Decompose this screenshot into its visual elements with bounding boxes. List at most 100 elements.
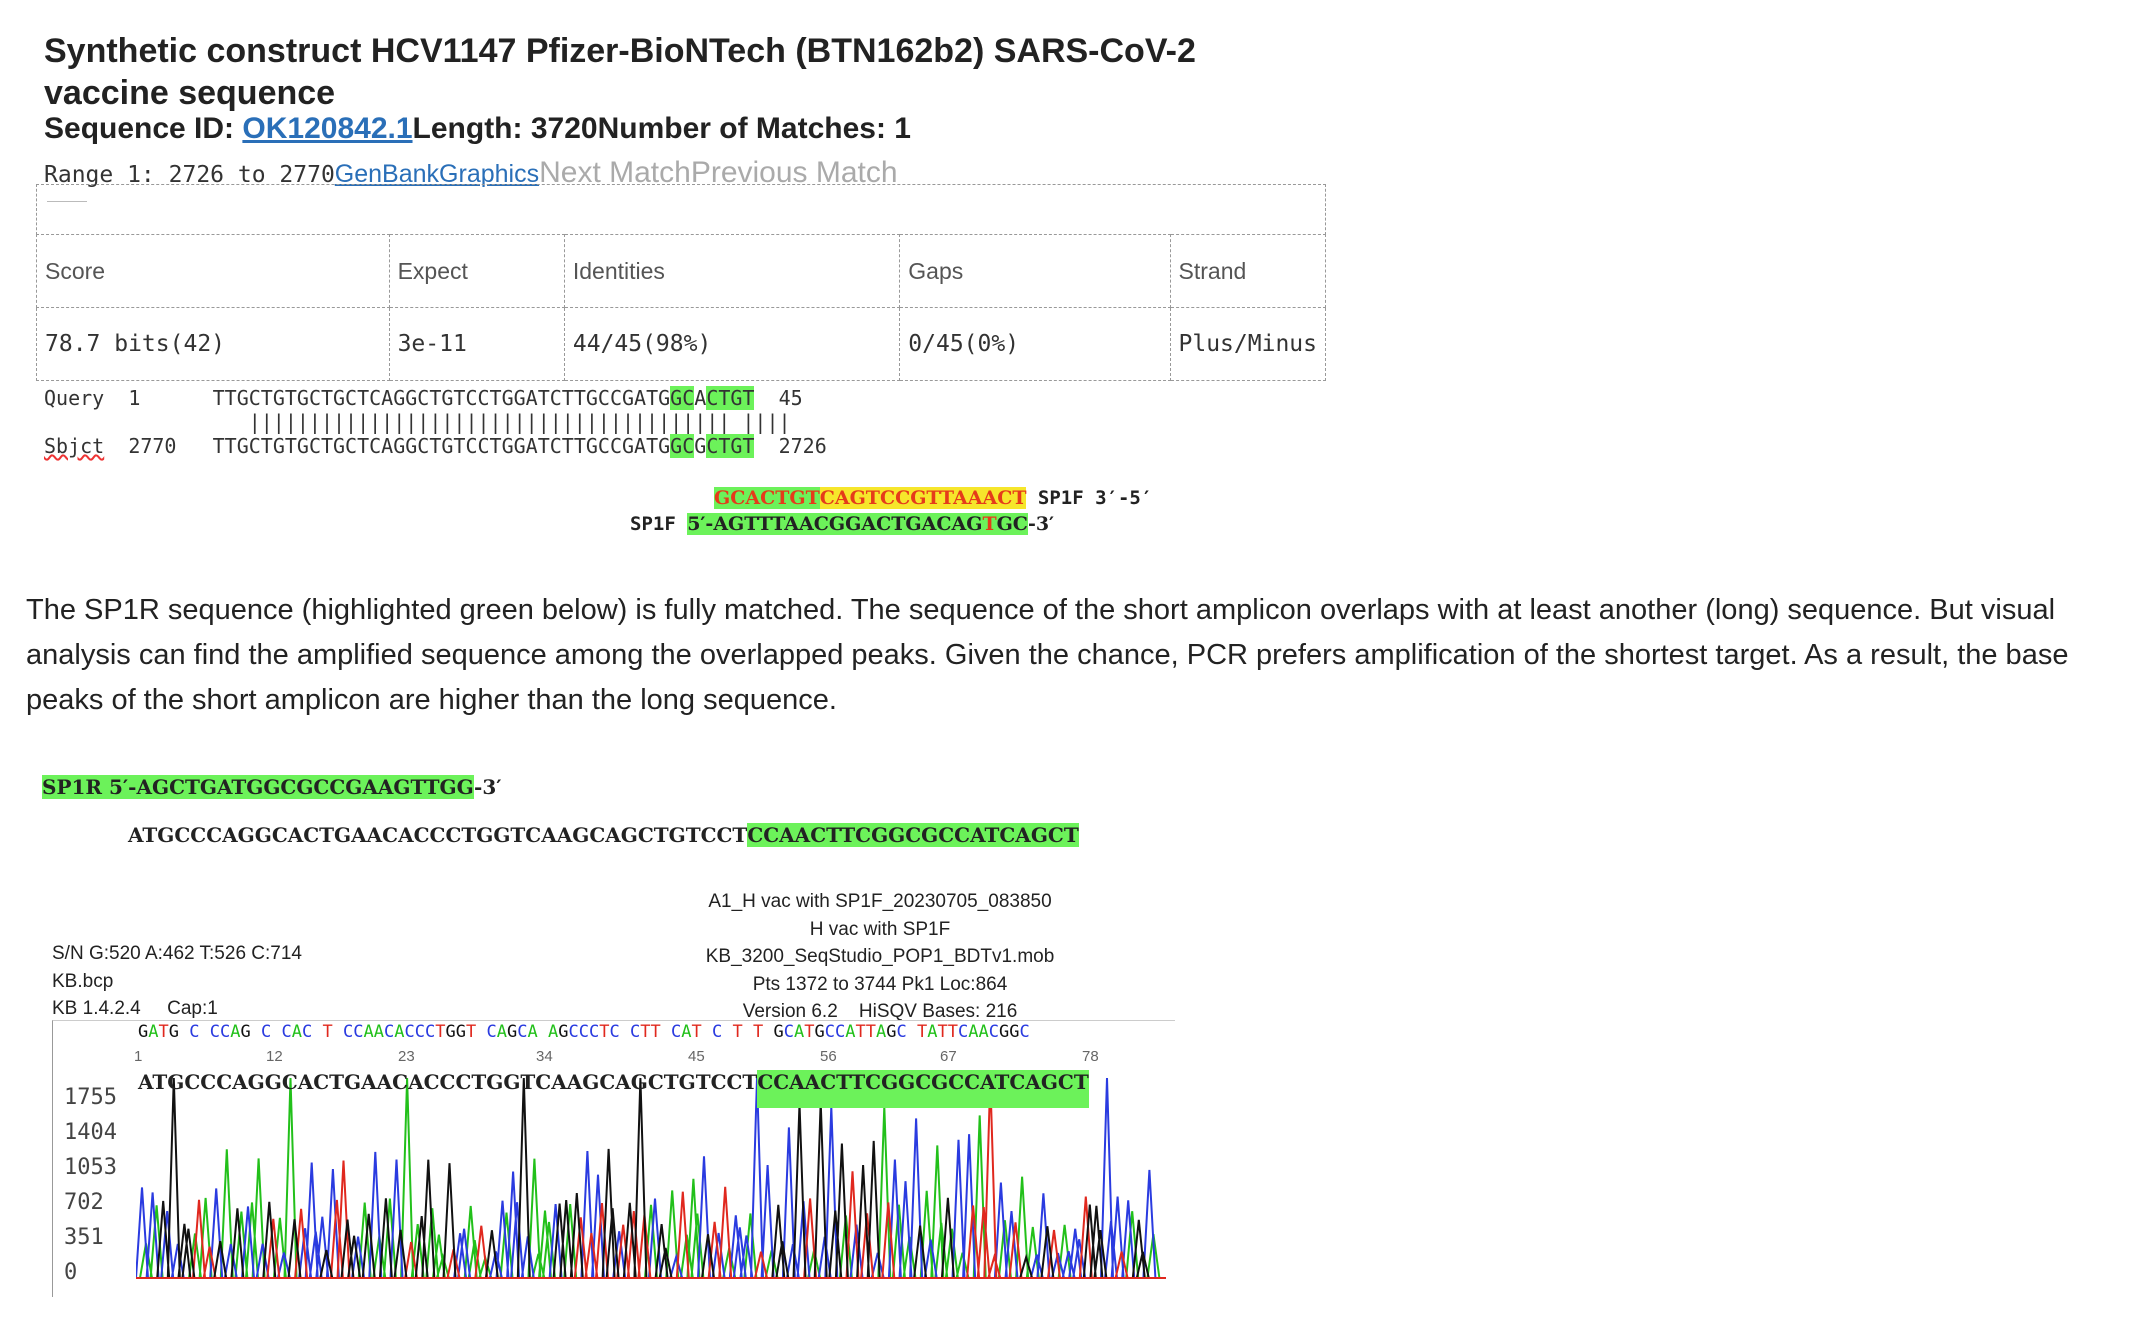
next-match-link[interactable]: Next Match xyxy=(539,156,691,189)
query-seq-hl: GC xyxy=(670,386,695,410)
base-call: T xyxy=(435,1022,446,1042)
alignment-box xyxy=(36,184,1326,235)
query-seq-part: TTGCTGTGCTGCTCAGGCTGTCCTGGATCTTGCCGATG xyxy=(212,386,671,410)
primer-fwd-seq-a: 5′-AGTTTAACGGACTGACAG xyxy=(687,513,983,535)
base-call: G xyxy=(138,1022,149,1042)
base-call: C xyxy=(486,1022,497,1042)
sp1f-reverse-primer: GCACTGTCAGTCCGTTAAACT SP1F 3′-5′ xyxy=(714,487,1152,509)
divider xyxy=(47,201,87,202)
score-header: Score xyxy=(36,234,390,308)
y-tick: 1053 xyxy=(64,1155,117,1180)
base-call: C xyxy=(343,1022,354,1042)
base-call: A xyxy=(978,1022,989,1042)
base-call xyxy=(743,1022,753,1042)
base-call: A xyxy=(876,1022,887,1042)
base-call: A xyxy=(230,1022,241,1042)
base-call: C xyxy=(353,1022,364,1042)
graphics-link[interactable]: Graphics xyxy=(439,160,540,188)
trace-overlay-sequence: ATGCCCAGGCACTGAACACCCTGGTCAAGCAGCTGTCCTC… xyxy=(138,1070,1089,1108)
run-name: A1_H vac with SP1F_20230705_083850 xyxy=(708,891,1052,912)
base-call xyxy=(333,1022,343,1042)
primer-fwd-label: SP1F xyxy=(630,513,688,535)
position-tick: 56 xyxy=(820,1048,837,1065)
position-tick: 12 xyxy=(266,1048,283,1065)
position-tick: 78 xyxy=(1082,1048,1099,1065)
base-call: C xyxy=(261,1022,272,1042)
base-call xyxy=(312,1022,322,1042)
query-seq-hl: CTGT xyxy=(706,386,755,410)
base-call: C xyxy=(896,1022,907,1042)
primer-fwd-seq-b: GC xyxy=(996,513,1028,535)
base-call xyxy=(702,1022,712,1042)
expect-value: 3e-11 xyxy=(388,307,565,381)
base-call: G xyxy=(168,1022,179,1042)
base-call: A xyxy=(148,1022,159,1042)
sbjct-seq-mismatch: G xyxy=(694,434,707,458)
chromatogram-trace xyxy=(136,1077,1166,1279)
stats-header-row: Score Expect Identities Gaps Strand xyxy=(36,234,1327,308)
stats-value-row: 78.7 bits(42) 3e-11 44/45(98%) 0/45(0%) … xyxy=(36,307,1327,381)
base-call: C xyxy=(384,1022,395,1042)
base-call: A xyxy=(496,1022,507,1042)
overlay-hl: CCAACTTCGGCGCCATCAGCT xyxy=(757,1070,1089,1108)
base-call: A xyxy=(548,1022,559,1042)
range-line: Range 1: 2726 to 2770GenBankGraphicsNext… xyxy=(44,156,898,190)
chromatogram-frame xyxy=(52,1020,1175,1297)
overlay-plain: ATGCCCAGGCACTGAACACCCTGGTCAAGCAGCTGTCCT xyxy=(138,1070,758,1094)
base-call xyxy=(476,1022,486,1042)
stats-table: Score Expect Identities Gaps Strand 78.7… xyxy=(36,234,1327,381)
base-call xyxy=(538,1022,548,1042)
y-tick: 1404 xyxy=(64,1120,117,1145)
base-call: A xyxy=(527,1022,538,1042)
base-call: G xyxy=(1009,1022,1020,1042)
score-value: 78.7 bits(42) xyxy=(36,307,390,381)
base-call: C xyxy=(824,1022,835,1042)
base-call: G xyxy=(999,1022,1010,1042)
base-call: C xyxy=(220,1022,231,1042)
base-call xyxy=(200,1022,210,1042)
base-call: G xyxy=(773,1022,784,1042)
base-call xyxy=(271,1022,281,1042)
base-call: A xyxy=(927,1022,938,1042)
base-call xyxy=(251,1022,261,1042)
basecaller-file: KB.bcp xyxy=(52,970,114,992)
gaps-header: Gaps xyxy=(899,234,1171,308)
base-call: C xyxy=(189,1022,200,1042)
base-call: C xyxy=(1019,1022,1030,1042)
query-seq-mismatch: A xyxy=(694,386,707,410)
sbjct-end: 2726 xyxy=(778,434,827,458)
base-call: T xyxy=(650,1022,661,1042)
strand-header: Strand xyxy=(1169,234,1327,308)
sp1r-primer: SP1R 5′-AGCTGATGGCGCCGAAGTTGG-3′ xyxy=(42,775,502,799)
base-call: G xyxy=(507,1022,518,1042)
chromatogram-info: A1_H vac with SP1F_20230705_083850 H vac… xyxy=(690,888,1070,1026)
version-info: Version 6.2 HiSQV Bases: 216 xyxy=(742,1001,1018,1022)
base-call: C xyxy=(209,1022,220,1042)
previous-match-link[interactable]: Previous Match xyxy=(690,156,898,189)
base-call xyxy=(763,1022,773,1042)
base-call: C xyxy=(517,1022,528,1042)
base-call: C xyxy=(988,1022,999,1042)
position-tick: 34 xyxy=(536,1048,553,1065)
base-call: A xyxy=(363,1022,374,1042)
genbank-link[interactable]: GenBank xyxy=(334,160,440,188)
primer-rev-label: SP1F 3′-5′ xyxy=(1026,487,1153,509)
seqid-link[interactable]: OK120842.1 xyxy=(242,112,413,145)
position-tick: 23 xyxy=(398,1048,415,1065)
sp1r-seq-plain: ATGCCCAGGCACTGAACACCCTGGTCAAGCAGCTGTCCT xyxy=(128,823,748,847)
y-tick: 1755 xyxy=(64,1085,117,1110)
sbjct-label: Sbjct xyxy=(44,434,105,458)
primer-rev-green: GCACTGT xyxy=(714,487,820,509)
base-call xyxy=(179,1022,189,1042)
base-call: C xyxy=(404,1022,415,1042)
gaps-value: 0/45(0%) xyxy=(899,307,1171,381)
base-call: T xyxy=(947,1022,958,1042)
position-tick: 45 xyxy=(688,1048,705,1065)
signal-noise: S/N G:520 A:462 T:526 C:714 xyxy=(52,943,302,964)
base-call: A xyxy=(968,1022,979,1042)
base-call: C xyxy=(281,1022,292,1042)
base-call: C xyxy=(783,1022,794,1042)
base-call: C xyxy=(589,1022,600,1042)
base-call: A xyxy=(373,1022,384,1042)
chromatogram-signal: S/N G:520 A:462 T:526 C:714 KB.bcp KB 1.… xyxy=(52,940,302,1023)
